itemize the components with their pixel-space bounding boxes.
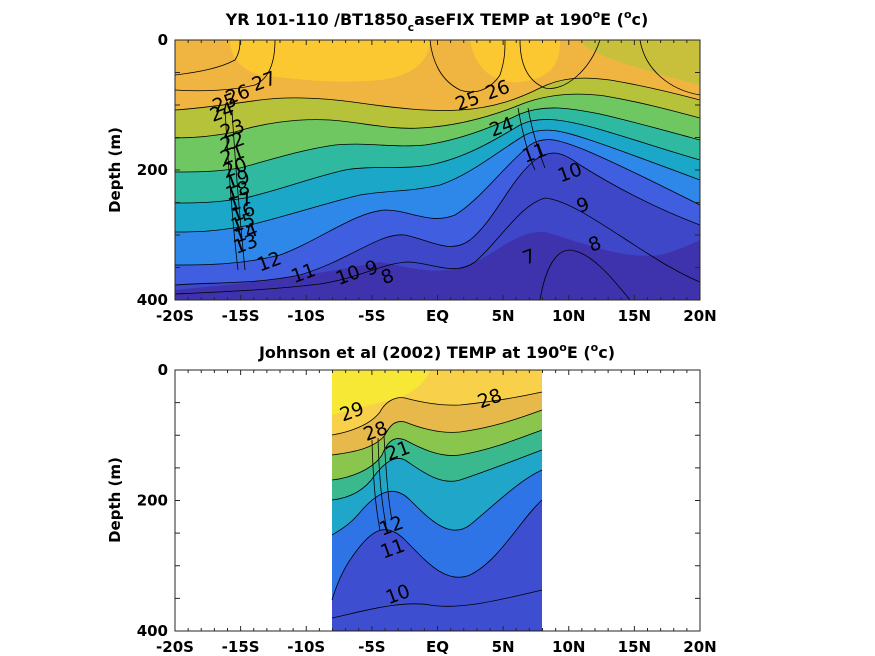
y-axis-2: 0 200 400 — [137, 361, 700, 640]
x-tick-label: 5N — [492, 307, 515, 325]
x-tick-label: -10S — [287, 638, 325, 656]
x-tick-label: 5N — [492, 638, 515, 656]
y-tick-label: 0 — [158, 361, 168, 379]
x-tick-label: -15S — [222, 638, 260, 656]
x-tick-label: -20S — [156, 307, 194, 325]
y-axis-label-2: Depth (m) — [106, 457, 124, 543]
y-tick-label: 0 — [158, 31, 168, 49]
chart-title-1: YR 101-110 /BT1850caseFIX TEMP at 190oE … — [225, 8, 649, 34]
x-tick-label: EQ — [426, 307, 449, 325]
x-tick-label: 15N — [618, 638, 651, 656]
chart-title-2: Johnson et al (2002) TEMP at 190oE (oc) — [258, 341, 615, 362]
y-tick-label: 400 — [137, 622, 168, 640]
x-tick-label: -10S — [287, 307, 325, 325]
x-tick-label: 20N — [683, 307, 716, 325]
y-tick-label: 200 — [137, 492, 168, 510]
panel-model-temp: YR 101-110 /BT1850caseFIX TEMP at 190oE … — [106, 8, 717, 325]
x-axis-1: -20S -15S -10S -5S EQ 5N 10N 15N 20N — [156, 40, 717, 325]
x-axis-2: -20S -15S -10S -5S EQ 5N 10N 15N 20N — [156, 370, 717, 656]
x-tick-label: 20N — [683, 638, 716, 656]
panel-johnson-temp: Johnson et al (2002) TEMP at 190oE (oc) — [106, 341, 717, 656]
x-tick-label: 10N — [552, 307, 585, 325]
y-tick-label: 200 — [137, 161, 168, 179]
x-tick-label: -5S — [358, 638, 385, 656]
x-tick-label: -5S — [358, 307, 385, 325]
y-axis-label-1: Depth (m) — [106, 127, 124, 213]
y-axis-1: 0 200 400 — [137, 31, 700, 309]
x-tick-label: EQ — [426, 638, 449, 656]
x-tick-label: -15S — [222, 307, 260, 325]
x-tick-label: -20S — [156, 638, 194, 656]
y-tick-label: 400 — [137, 291, 168, 309]
x-tick-label: 10N — [552, 638, 585, 656]
temperature-field-1 — [175, 40, 700, 300]
temperature-field-2 — [331, 370, 543, 631]
x-tick-label: 15N — [618, 307, 651, 325]
